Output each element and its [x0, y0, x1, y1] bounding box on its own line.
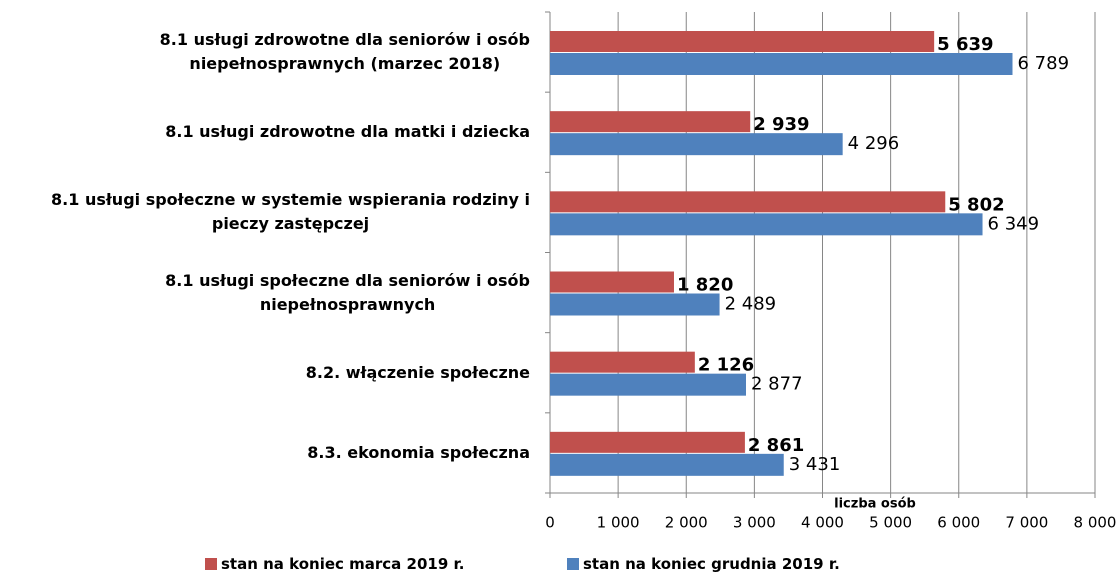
legend-swatch [567, 558, 579, 570]
data-label: 2 489 [725, 294, 777, 315]
bar [550, 53, 1013, 75]
x-tick-label: 1 000 [597, 514, 640, 532]
category-label: 8.1 usługi zdrowotne dla matki i dziecka [165, 122, 530, 142]
x-axis-label: liczba osób [834, 497, 916, 512]
legend-label: stan na koniec marca 2019 r. [221, 555, 465, 573]
category-label: 8.2. włączenie społeczne [305, 362, 530, 382]
bar [550, 111, 751, 133]
x-tick-label: 4 000 [801, 514, 844, 532]
legend-label: stan na koniec grudnia 2019 r. [583, 555, 840, 573]
bar [550, 453, 784, 476]
x-tick-label: 0 [545, 514, 555, 532]
data-label: 2 877 [751, 374, 803, 395]
bar [550, 431, 745, 453]
data-label: 6 789 [1018, 53, 1070, 74]
bar [550, 351, 695, 373]
x-tick-label: 5 000 [869, 514, 912, 532]
data-label: 3 431 [789, 454, 841, 475]
data-label: 2 939 [753, 114, 809, 135]
bar [550, 373, 746, 396]
data-label: 2 861 [748, 435, 804, 456]
category-label: 8.1 usługi społeczne w systemie wspieran… [51, 190, 530, 234]
category-label: 8.1 usługi społeczne dla seniorów i osób… [165, 270, 530, 314]
bar [550, 271, 674, 293]
legend-item: stan na koniec marca 2019 r. [205, 555, 464, 573]
x-tick-label: 7 000 [1005, 514, 1048, 532]
bar [550, 31, 935, 52]
data-label: 2 126 [698, 355, 754, 376]
category-label: 8.1 usługi zdrowotne dla seniorów i osób… [159, 30, 530, 74]
x-tick-label: 2 000 [665, 514, 708, 532]
legend-swatch [205, 558, 217, 570]
x-tick-label: 6 000 [937, 514, 980, 532]
legend-item: stan na koniec grudnia 2019 r. [567, 555, 840, 573]
data-label: 1 820 [677, 275, 733, 296]
category-label: 8.3. ekonomia społeczna [307, 442, 530, 462]
x-tick-label: 8 000 [1074, 514, 1116, 532]
bar [550, 191, 946, 213]
bar [550, 293, 720, 316]
data-label: 5 639 [937, 34, 993, 55]
data-label: 5 802 [948, 194, 1004, 215]
bar [550, 213, 983, 236]
data-label: 4 296 [848, 133, 900, 154]
data-label: 6 349 [988, 213, 1040, 234]
bar [550, 133, 843, 156]
x-tick-label: 3 000 [733, 514, 776, 532]
